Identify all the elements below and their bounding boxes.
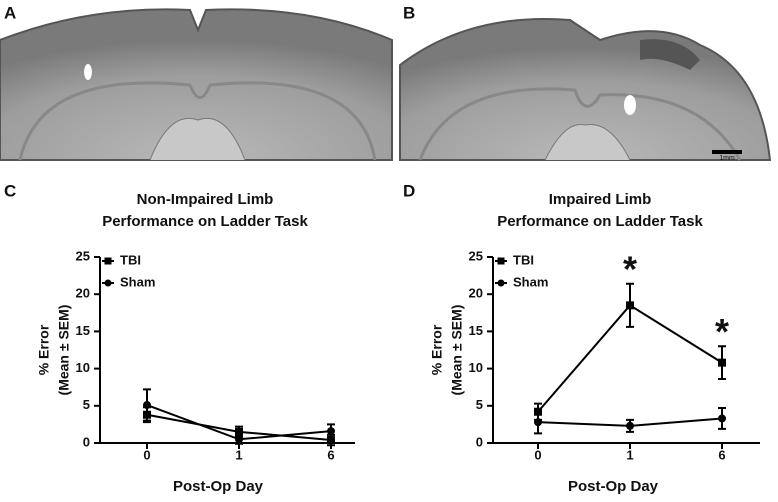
significance-marker: * (623, 248, 637, 289)
marker-circle (143, 401, 151, 410)
marker-square (327, 436, 335, 445)
marker-square (235, 427, 243, 436)
x-axis-label: Post-Op Day (568, 478, 659, 495)
y-tick-label: 0 (476, 434, 483, 449)
panel-label: D (403, 181, 415, 200)
y-tick-label: 5 (83, 397, 90, 412)
y-tick-label: 25 (469, 248, 483, 263)
legend-marker (497, 279, 505, 287)
scale-bar-label: 1mm (719, 155, 735, 162)
chart-title: Impaired Limb (549, 191, 652, 208)
y-axis-label: (Mean ± SEM) (56, 305, 72, 396)
y-tick-label: 20 (469, 286, 483, 301)
marker-circle (327, 427, 335, 436)
y-tick-label: 5 (476, 397, 483, 412)
significance-marker: * (715, 311, 729, 352)
y-tick-label: 15 (76, 323, 90, 338)
chart-title: Performance on Ladder Task (497, 213, 703, 230)
y-tick-label: 15 (469, 323, 483, 338)
y-tick-label: 10 (469, 360, 483, 375)
scale-bar (712, 150, 742, 154)
marker-square (718, 358, 726, 367)
legend-label: Sham (120, 274, 155, 289)
brain-image-b: 1mm (399, 17, 772, 162)
marker-circle (626, 421, 634, 430)
chart-title: Non-Impaired Limb (137, 191, 274, 208)
y-axis-label: % Error (36, 324, 52, 375)
legend-label: TBI (120, 252, 141, 267)
marker-circle (534, 418, 542, 427)
x-tick-label: 1 (626, 447, 633, 462)
legend-label: Sham (513, 274, 548, 289)
legend-marker (104, 279, 112, 287)
chart-title: Performance on Ladder Task (102, 213, 308, 230)
y-axis-label: % Error (429, 324, 445, 375)
x-tick-label: 0 (143, 447, 150, 462)
brain-image-a (0, 8, 393, 161)
marker-circle (718, 414, 726, 423)
panel-label: A (4, 3, 16, 22)
marker-circle (235, 435, 243, 444)
panel-label: B (403, 3, 415, 22)
y-axis-label: (Mean ± SEM) (449, 305, 465, 396)
panel-label: C (4, 181, 16, 200)
x-tick-label: 0 (534, 447, 541, 462)
x-tick-label: 6 (718, 447, 725, 462)
legend-marker (104, 257, 112, 265)
x-axis-label: Post-Op Day (173, 478, 264, 495)
legend-marker (497, 257, 505, 265)
x-tick-label: 6 (327, 447, 334, 462)
y-tick-label: 20 (76, 286, 90, 301)
x-tick-label: 1 (235, 447, 242, 462)
legend-label: TBI (513, 252, 534, 267)
y-tick-label: 25 (76, 248, 90, 263)
y-tick-label: 10 (76, 360, 90, 375)
y-tick-label: 0 (83, 434, 90, 449)
marker-square (626, 301, 634, 310)
